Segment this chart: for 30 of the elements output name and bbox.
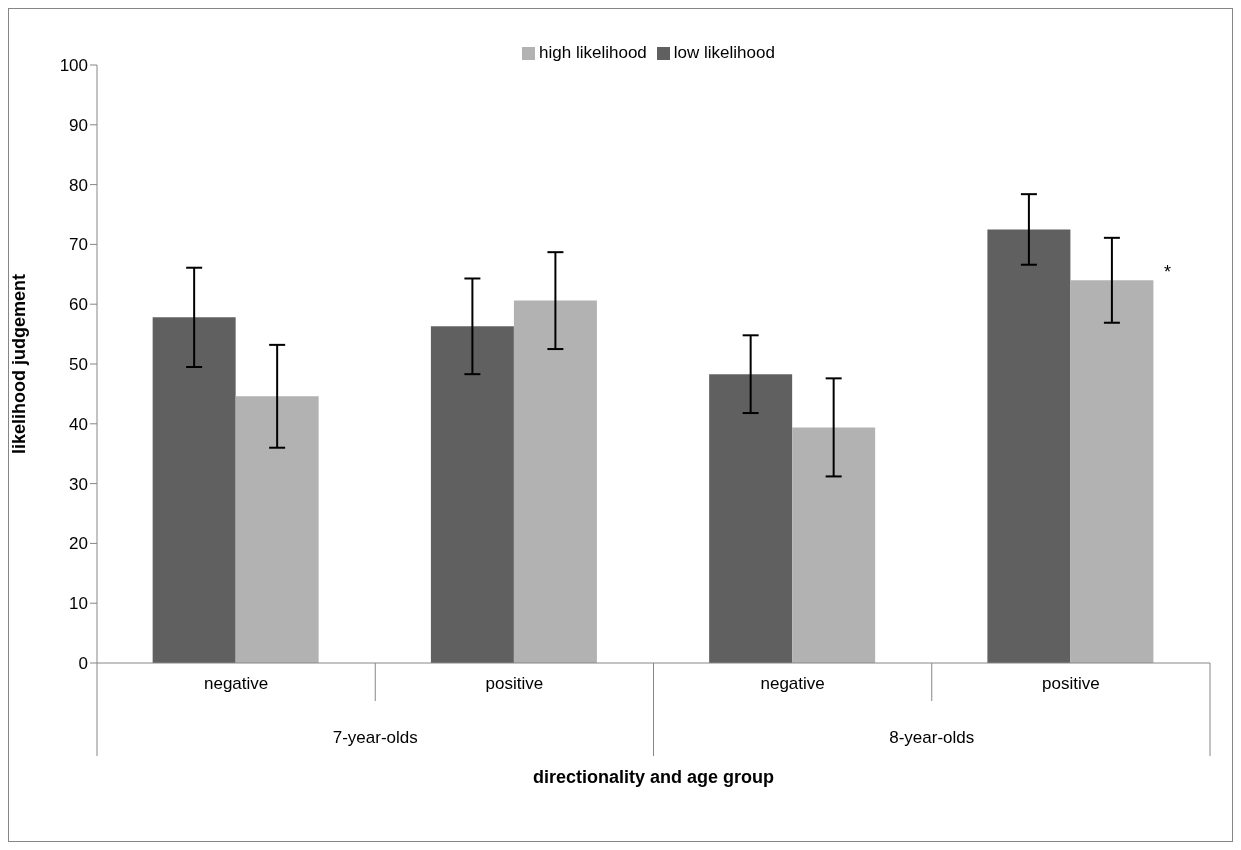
text: 7-year-olds <box>332 728 418 747</box>
y-tick-label: 50 <box>69 355 88 375</box>
bar <box>792 427 876 663</box>
bar <box>1070 280 1154 663</box>
bar <box>430 326 514 663</box>
y-tick-label: 100 <box>59 56 88 76</box>
bar <box>987 229 1071 663</box>
text: 8-year-olds <box>889 728 975 747</box>
x-tick-label: positive <box>1042 674 1100 693</box>
y-tick-label: 60 <box>69 295 88 315</box>
y-tick-label: 10 <box>69 594 88 614</box>
y-tick-label: 80 <box>69 175 88 195</box>
y-tick-label: 70 <box>69 235 88 255</box>
y-tick-label: 90 <box>69 115 88 135</box>
y-tick-label: 40 <box>69 414 88 434</box>
y-tick-label: 20 <box>69 534 88 554</box>
legend-label: low likelihood <box>673 43 775 62</box>
bar <box>709 374 793 663</box>
bar <box>152 317 236 663</box>
bar <box>513 300 597 663</box>
x-tick-label: positive <box>485 674 544 693</box>
legend-label: high likelihood <box>539 43 647 62</box>
y-tick-label: 0 <box>78 654 88 674</box>
bar <box>235 396 319 663</box>
x-tick-label: negative <box>760 674 825 693</box>
y-tick-label: 30 <box>69 474 88 494</box>
y-axis-title: likelihood judgement <box>9 273 30 454</box>
x-axis-title: directionality and age group <box>532 767 775 787</box>
x-tick-label: negative <box>203 674 269 693</box>
annotation: * <box>1163 262 1171 283</box>
